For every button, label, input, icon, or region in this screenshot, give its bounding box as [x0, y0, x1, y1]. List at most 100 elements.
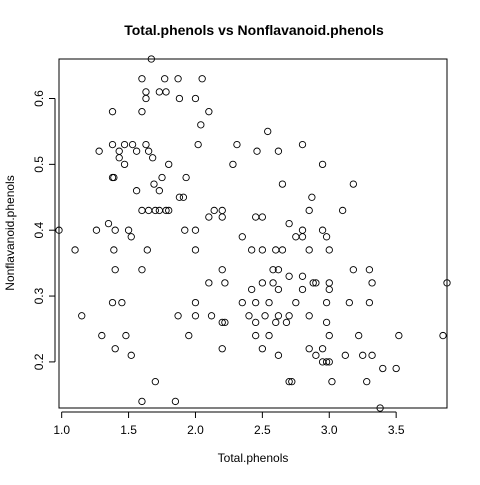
x-tick-label: 3.5 — [388, 423, 405, 437]
data-point — [161, 75, 169, 83]
data-point — [143, 246, 151, 254]
data-point — [258, 246, 267, 254]
data-point — [138, 206, 146, 215]
y-axis: 0.2 0.3 0.4 0.5 0.6 — [32, 90, 56, 370]
data-point — [92, 226, 101, 234]
data-point — [155, 206, 163, 215]
data-point — [274, 285, 283, 294]
data-point — [205, 213, 213, 221]
data-point — [264, 127, 272, 136]
data-point — [55, 226, 63, 234]
data-point — [261, 312, 269, 320]
y-tick-label: 0.3 — [32, 287, 46, 304]
data-point — [298, 140, 307, 149]
data-point — [338, 206, 347, 215]
data-point — [194, 140, 202, 149]
data-point — [392, 364, 400, 373]
data-point — [325, 246, 333, 254]
data-point — [322, 358, 331, 366]
data-point — [191, 312, 200, 320]
data-point — [132, 187, 141, 195]
y-tick-label: 0.5 — [32, 156, 46, 173]
data-point — [238, 233, 246, 241]
data-point — [238, 298, 246, 307]
data-point — [198, 75, 206, 83]
data-point — [174, 75, 182, 83]
data-point — [274, 266, 283, 274]
data-point — [305, 206, 313, 215]
data-point — [104, 219, 113, 228]
data-point — [253, 147, 261, 155]
data-point — [155, 187, 163, 195]
data-point — [150, 180, 158, 188]
data-point — [165, 160, 173, 169]
data-point — [218, 345, 226, 353]
data-point — [128, 140, 137, 149]
data-point — [151, 206, 159, 215]
data-point — [252, 331, 260, 340]
data-point — [111, 266, 119, 274]
chart-title: Total.phenols vs Nonflavanoid.phenols — [124, 22, 384, 38]
data-point — [312, 351, 320, 359]
data-point — [274, 351, 283, 359]
y-tick-label: 0.6 — [32, 90, 46, 107]
data-point — [368, 351, 376, 359]
data-point — [285, 272, 293, 280]
data-point — [142, 140, 150, 149]
data-point — [305, 345, 313, 353]
data-point — [191, 298, 200, 307]
data-point — [175, 94, 184, 103]
data-point — [292, 233, 300, 241]
data-point — [185, 331, 193, 340]
data-point — [115, 147, 123, 155]
data-point — [325, 358, 333, 366]
data-point — [175, 193, 184, 201]
y-tick-label: 0.4 — [32, 222, 46, 239]
data-point — [142, 94, 150, 103]
data-point — [174, 312, 182, 320]
data-point — [328, 378, 336, 386]
data-point — [269, 266, 277, 274]
data-point — [205, 108, 213, 116]
data-point — [162, 206, 170, 215]
data-point — [258, 213, 267, 221]
data-point — [122, 331, 130, 340]
data-point — [278, 246, 287, 254]
data-point — [127, 351, 135, 359]
data-point — [355, 331, 363, 340]
data-point — [108, 108, 117, 116]
data-point — [210, 206, 218, 215]
data-point — [318, 226, 327, 234]
data-point — [138, 75, 146, 83]
data-point — [252, 318, 260, 327]
data-point — [111, 345, 119, 353]
data-point — [191, 246, 200, 254]
data-point — [439, 331, 447, 340]
x-tick-label: 3.0 — [321, 423, 338, 437]
data-point — [144, 147, 153, 155]
data-point — [191, 226, 200, 234]
data-point — [78, 312, 86, 320]
x-tick-label: 2.0 — [187, 423, 204, 437]
data-point — [368, 279, 376, 287]
data-point — [265, 298, 273, 307]
data-point — [322, 318, 331, 327]
data-point — [71, 246, 79, 254]
data-point — [205, 279, 213, 287]
data-point — [305, 312, 313, 320]
data-point — [359, 351, 367, 359]
data-point — [179, 193, 188, 201]
data-point — [155, 88, 163, 96]
data-point — [345, 298, 353, 307]
data-point — [285, 312, 293, 320]
data-point — [258, 279, 267, 287]
data-point — [115, 154, 123, 162]
data-point — [207, 312, 216, 320]
data-point — [252, 298, 260, 307]
x-axis: 1.0 1.5 2.0 2.5 3.0 3.5 — [53, 411, 405, 437]
data-point — [285, 378, 293, 386]
data-point — [218, 213, 226, 221]
data-point — [318, 160, 327, 169]
